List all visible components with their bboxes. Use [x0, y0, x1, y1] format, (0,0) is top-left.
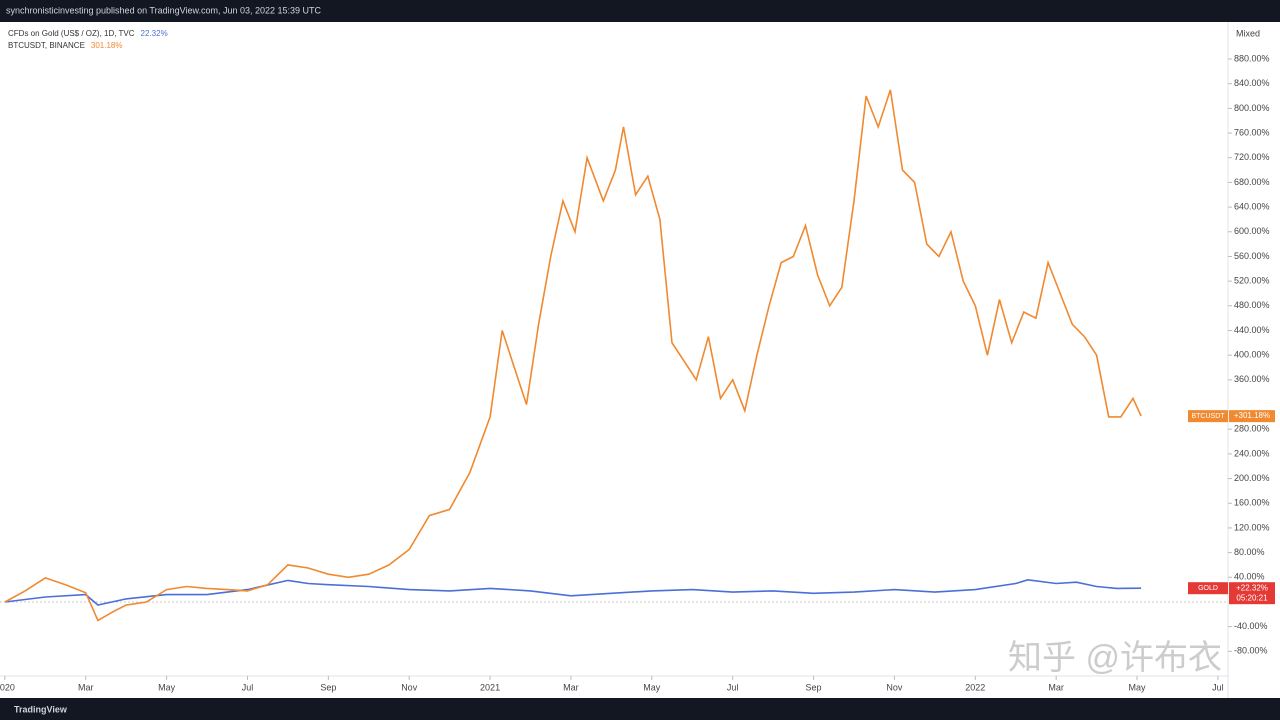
y-tick-label: 520.00%: [1234, 276, 1270, 286]
x-tick-label: May: [1129, 682, 1147, 692]
x-tick-label: Mar: [1048, 682, 1064, 692]
y-tick-label: 80.00%: [1234, 547, 1265, 557]
watermark: 知乎 @许布衣: [1008, 639, 1222, 677]
series-line: [4, 89, 1142, 622]
y-tick-label: 160.00%: [1234, 498, 1270, 508]
price-value: +22.32%: [1236, 583, 1268, 592]
x-tick-label: Sep: [806, 682, 822, 692]
countdown: 05:20:21: [1236, 593, 1268, 602]
price-label-name: BTCUSDT: [1191, 413, 1225, 420]
y-tick-label: 120.00%: [1234, 522, 1270, 532]
y-tick-label: 240.00%: [1234, 448, 1270, 458]
x-tick-label: Nov: [886, 682, 903, 692]
x-tick-label: Jul: [242, 682, 254, 692]
legend-value: 301.18%: [91, 41, 123, 50]
y-tick-label: 400.00%: [1234, 350, 1270, 360]
legend-name: CFDs on Gold (US$ / OZ), 1D, TVC: [8, 29, 135, 38]
y-tick-label: 720.00%: [1234, 152, 1270, 162]
x-tick-label: Mar: [78, 682, 94, 692]
y-tick-label: 440.00%: [1234, 325, 1270, 335]
footer-text: TradingView: [14, 704, 68, 714]
legend-value: 22.32%: [141, 29, 168, 38]
y-tick-label: 640.00%: [1234, 201, 1270, 211]
footer-bar: [0, 698, 1280, 720]
price-label-box: [1188, 410, 1228, 423]
x-tick-label: 2020: [0, 682, 15, 692]
legend-name: BTCUSDT, BINANCE: [8, 41, 85, 50]
y-tick-label: -80.00%: [1234, 646, 1268, 656]
x-tick-label: 2021: [480, 682, 500, 692]
header-text: synchronisticinvesting published on Trad…: [6, 5, 322, 15]
y-tick-label: 600.00%: [1234, 226, 1270, 236]
y-tick-label: 360.00%: [1234, 374, 1270, 384]
y-tick-label: -40.00%: [1234, 621, 1268, 631]
scale-label: Mixed: [1236, 28, 1260, 38]
price-label-box: [1188, 582, 1228, 595]
y-tick-label: 760.00%: [1234, 127, 1270, 137]
price-value-box: [1229, 410, 1275, 423]
x-tick-label: May: [643, 682, 661, 692]
y-tick-label: 840.00%: [1234, 78, 1270, 88]
x-tick-label: 2022: [965, 682, 985, 692]
x-tick-label: Mar: [563, 682, 579, 692]
y-tick-label: 200.00%: [1234, 473, 1270, 483]
price-value-box: [1229, 582, 1275, 605]
y-tick-label: 280.00%: [1234, 424, 1270, 434]
y-tick-label: 880.00%: [1234, 53, 1270, 63]
x-tick-label: Jul: [1212, 682, 1224, 692]
x-tick-label: Jul: [727, 682, 739, 692]
x-tick-label: May: [158, 682, 176, 692]
header-bar: [0, 0, 1280, 22]
y-tick-label: 480.00%: [1234, 300, 1270, 310]
x-tick-label: Nov: [401, 682, 418, 692]
series-line: [4, 578, 1142, 606]
y-tick-label: 560.00%: [1234, 251, 1270, 261]
y-tick-label: 680.00%: [1234, 177, 1270, 187]
x-tick-label: Sep: [320, 682, 336, 692]
y-tick-label: 40.00%: [1234, 572, 1265, 582]
price-value: +301.18%: [1234, 411, 1270, 420]
price-label-name: GOLD: [1198, 585, 1218, 592]
y-tick-label: 800.00%: [1234, 103, 1270, 113]
